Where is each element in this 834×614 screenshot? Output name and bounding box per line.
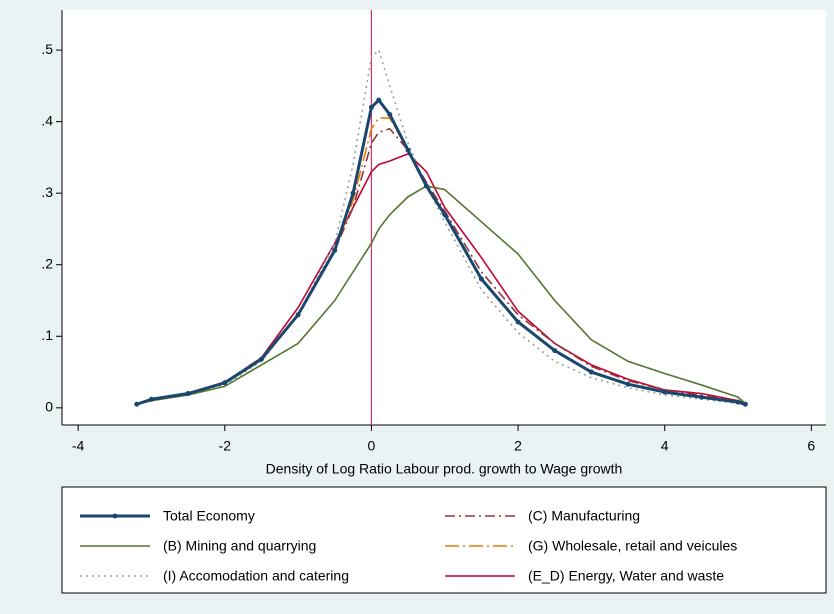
series-marker	[625, 381, 631, 387]
x-tick-label: -2	[219, 438, 232, 454]
legend-box	[61, 486, 827, 594]
x-tick-label: 4	[661, 438, 669, 454]
series-marker	[662, 389, 668, 395]
y-tick-label: 0	[45, 399, 53, 415]
series-marker	[258, 356, 264, 362]
x-tick-label: -4	[72, 438, 85, 454]
series-marker	[698, 394, 704, 400]
series-marker	[552, 348, 558, 354]
series-marker	[742, 401, 748, 407]
series-marker	[735, 399, 741, 405]
series-marker	[222, 380, 228, 386]
legend-label: (E_D) Energy, Water and waste	[528, 568, 724, 584]
y-tick-label: .5	[41, 41, 53, 57]
x-tick-label: 6	[807, 438, 815, 454]
series-marker	[134, 401, 140, 407]
series-marker	[350, 190, 356, 196]
series-marker	[442, 212, 448, 218]
series-marker	[295, 312, 301, 318]
plot-area	[62, 10, 826, 425]
y-tick-label: .3	[41, 184, 53, 200]
y-tick-label: .4	[41, 112, 53, 128]
series-marker	[478, 276, 484, 282]
series-marker	[588, 369, 594, 375]
y-tick-label: .1	[41, 327, 53, 343]
x-tick-label: 2	[514, 438, 522, 454]
legend-label: (I) Accomodation and catering	[163, 568, 349, 584]
x-axis-label: Density of Log Ratio Labour prod. growth…	[266, 461, 623, 477]
series-marker	[368, 104, 374, 110]
series-line	[136, 49, 746, 406]
series-marker	[423, 183, 429, 189]
legend-label: (C) Manufacturing	[528, 508, 640, 524]
series-line	[136, 185, 746, 406]
series-marker	[332, 247, 338, 253]
series-marker	[405, 147, 411, 153]
legend-label: Total Economy	[163, 508, 255, 524]
y-tick-label: .2	[41, 255, 53, 271]
legend-label: (G) Wholesale, retail and veicules	[528, 538, 737, 554]
x-tick-label: 0	[368, 438, 376, 454]
legend-label: (B) Mining and quarrying	[163, 538, 316, 554]
series-marker	[148, 396, 154, 402]
series-marker	[185, 391, 191, 397]
series-marker	[515, 319, 521, 325]
series-marker	[387, 111, 393, 117]
series-marker	[376, 97, 382, 103]
legend-marker	[112, 513, 118, 519]
